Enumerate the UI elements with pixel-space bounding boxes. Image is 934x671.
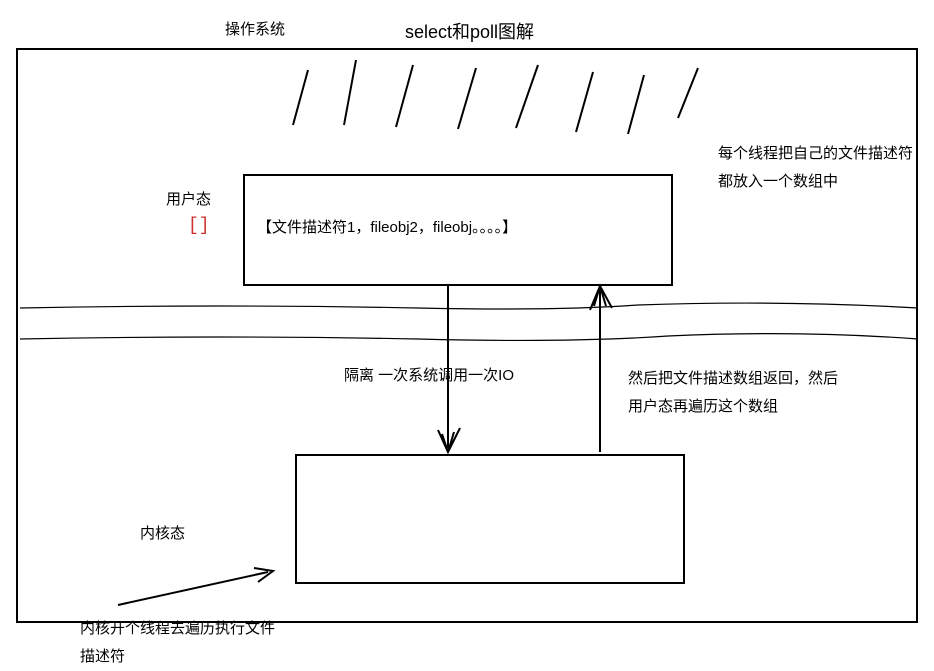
kernel-mode-label: 内核态 [140, 522, 185, 543]
annotation-bottom-left: 内核开个线程去遍历执行文件描述符 [80, 615, 280, 671]
annotation-top-right: 每个线程把自己的文件描述符都放入一个数组中 [718, 140, 918, 196]
title-main: select和poll图解 [405, 18, 534, 44]
fd-array-box: 【文件描述符1，fileobj2，fileobj。。。。】 [243, 174, 673, 286]
user-mode-label: 用户态 [166, 188, 211, 209]
isolation-label: 隔离 一次系统调用一次IO [344, 364, 514, 385]
annotation-mid-right: 然后把文件描述数组返回，然后用户态再遍历这个数组 [628, 365, 848, 421]
fd-array-text: 【文件描述符1，fileobj2，fileobj。。。。】 [257, 216, 517, 237]
red-glyph: [] [188, 216, 210, 236]
outer-box: 用户态 [] 【文件描述符1，fileobj2，fileobj。。。。】 隔离 … [16, 48, 918, 623]
kernel-box [295, 454, 685, 584]
title-os: 操作系统 [225, 18, 285, 39]
